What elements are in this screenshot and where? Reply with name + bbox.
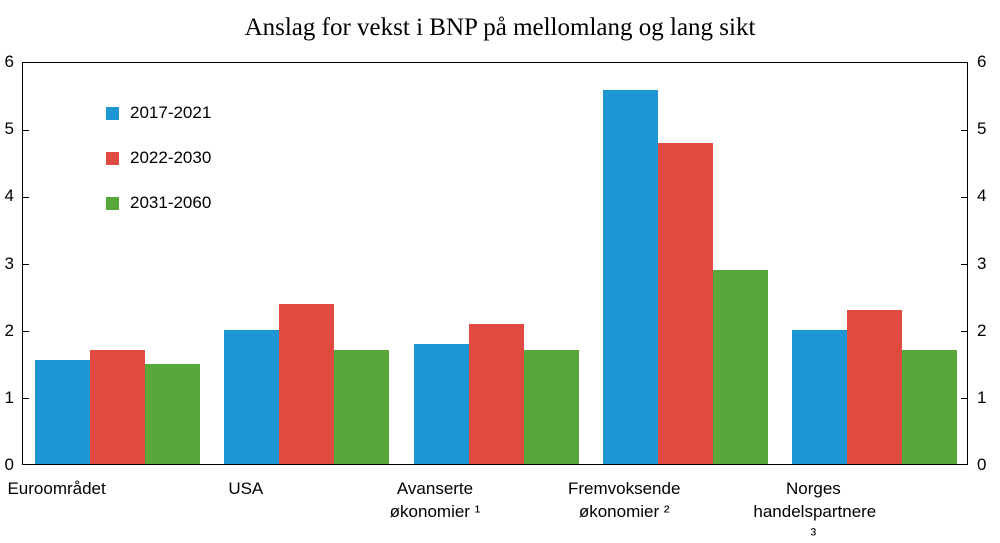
y-axis-label-right: 2: [977, 320, 987, 340]
y-axis-label-left: 5: [4, 119, 14, 139]
bar-2017-2021: [224, 330, 280, 464]
bar-2017-2021: [791, 330, 847, 464]
bar-2017-2021: [413, 343, 469, 464]
y-axis-label-right: 1: [977, 387, 987, 407]
x-axis-label: Fremvoksende økonomier ²: [567, 479, 681, 521]
chart-title: Anslag for vekst i BNP på mellomlang og …: [244, 14, 756, 41]
plot-area: 2017-2021 2022-2030 2031-2060: [22, 62, 968, 465]
y-axis-label-right: 3: [977, 253, 987, 273]
y-axis-tick: [23, 196, 29, 198]
bar-2022-2030: [279, 303, 335, 464]
y-axis-tick: [23, 264, 29, 265]
legend-label: 2017-2021: [130, 103, 212, 122]
y-axis-label-right: 0: [977, 455, 987, 474]
legend: 2017-2021 2022-2030 2031-2060: [106, 103, 211, 238]
bar-group: [791, 63, 957, 464]
y-axis-tick: [961, 196, 967, 198]
x-axis-label: Norges handelspartnere ³: [753, 479, 877, 543]
bar-2031-2060: [523, 350, 579, 464]
bar-2031-2060: [145, 363, 201, 464]
bar-2031-2060: [712, 270, 768, 464]
x-axis-label: USA: [228, 479, 264, 498]
legend-item: 2017-2021: [106, 103, 211, 123]
y-axis-label-right: 4: [977, 186, 987, 206]
bar-2022-2030: [846, 310, 902, 464]
y-axis-label-left: 2: [4, 320, 14, 340]
legend-label: 2022-2030: [130, 148, 212, 167]
y-axis-label-left: 6: [4, 52, 14, 71]
bar-2017-2021: [602, 89, 658, 464]
y-axis-tick: [961, 331, 967, 333]
bar-2022-2030: [657, 143, 713, 464]
bar-group: [602, 63, 768, 464]
y-axis-tick: [23, 398, 29, 400]
bar-2022-2030: [90, 350, 146, 464]
bar-2031-2060: [901, 350, 957, 464]
x-axis-label: Euroområdet: [7, 479, 106, 498]
legend-swatch: [106, 151, 119, 165]
bar-group: [413, 63, 579, 464]
y-axis-tick: [23, 129, 29, 131]
legend-item: 2031-2060: [106, 193, 211, 213]
x-axis-label: Avanserte økonomier ¹: [389, 479, 481, 521]
legend-swatch: [106, 196, 119, 210]
y-axis-label-left: 0: [4, 455, 14, 474]
y-axis-label-left: 1: [4, 387, 14, 407]
legend-label: 2031-2060: [130, 193, 212, 212]
y-axis-label-left: 3: [4, 253, 14, 273]
bar-2017-2021: [35, 360, 91, 464]
legend-swatch: [106, 106, 119, 120]
y-axis-label-right: 6: [977, 52, 987, 71]
y-axis-label-left: 4: [4, 186, 14, 206]
bar-group: [224, 63, 390, 464]
y-axis-tick: [961, 398, 967, 400]
bar-2022-2030: [468, 323, 524, 464]
y-axis-tick: [961, 264, 967, 265]
y-axis-tick: [23, 331, 29, 333]
y-axis-tick: [961, 129, 967, 131]
bar-2031-2060: [334, 350, 390, 464]
legend-item: 2022-2030: [106, 148, 211, 168]
bar-group: [35, 63, 201, 464]
y-axis-label-right: 5: [977, 119, 987, 139]
